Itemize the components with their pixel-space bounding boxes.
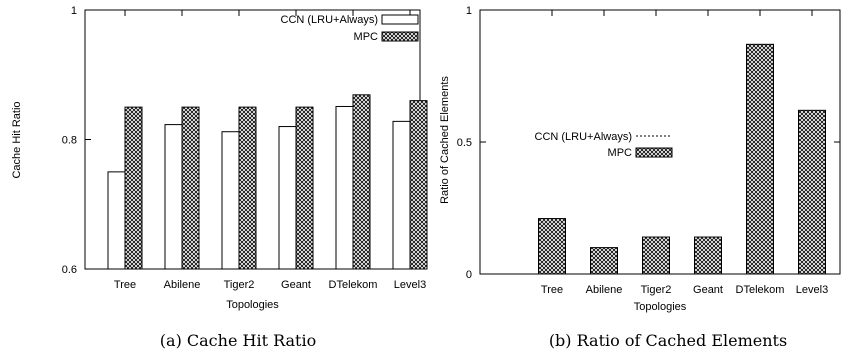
- chart2-xtick-label: DTelekom: [736, 284, 785, 296]
- chart1-bar-mpc: [295, 106, 314, 270]
- chart2-caption: (b) Ratio of Cached Elements: [549, 331, 787, 350]
- chart2-ytick-label: 1: [466, 5, 472, 17]
- chart1-xtick-label: DTelekom: [329, 279, 378, 291]
- chart1-xtick-label: Geant: [281, 279, 311, 291]
- chart2-bar-mpc: [642, 236, 670, 275]
- chart1-legend-label: MPC: [354, 31, 379, 43]
- chart1-bar-ccn: [164, 124, 183, 270]
- chart2-xtick-label: Geant: [693, 284, 723, 296]
- chart2-xtick-label: Tiger2: [641, 284, 672, 296]
- chart2-bar-mpc: [694, 236, 722, 275]
- chart1-bar-ccn: [107, 171, 126, 270]
- chart1-bar-ccn: [278, 126, 297, 270]
- chart2-xtick-label: Level3: [796, 284, 828, 296]
- chart2-legend-swatch-mpc: [635, 147, 673, 158]
- chart2-xtick-label: Tree: [541, 284, 563, 296]
- chart1-ytick-label: 0.6: [62, 264, 77, 276]
- chart1-ytick-label: 1: [71, 5, 77, 17]
- chart1-ylabel: Cache Hit Ratio: [11, 101, 23, 178]
- chart1-bar-ccn: [335, 105, 354, 270]
- chart1-xtick-label: Abilene: [164, 279, 201, 291]
- chart1-caption: (a) Cache Hit Ratio: [160, 331, 316, 350]
- chart1-xtick-label: Tiger2: [224, 279, 255, 291]
- chart2-xlabel: Topologies: [634, 301, 687, 313]
- chart2-legend-label: CCN (LRU+Always): [535, 131, 633, 143]
- chart1-bar-mpc: [181, 106, 200, 270]
- chart2-bar-mpc: [590, 247, 618, 275]
- chart1-xtick-label: Level3: [394, 279, 426, 291]
- chart2-bar-mpc: [538, 218, 566, 275]
- chart2-xtick-label: Abilene: [586, 284, 623, 296]
- chart1-bar-mpc: [409, 100, 428, 270]
- chart2-legend-label: MPC: [608, 147, 633, 159]
- chart2-ytick-label: 0: [466, 269, 472, 281]
- chart1-ytick-label: 0.8: [62, 135, 77, 147]
- chart2-ylabel: Ratio of Cached Elements: [439, 76, 451, 204]
- chart1-bar-mpc: [352, 94, 371, 270]
- chart1-bar-ccn: [392, 120, 411, 270]
- chart1-xlabel: Topologies: [226, 299, 279, 311]
- chart2-ytick-label: 0.5: [457, 137, 472, 149]
- chart1-bar-ccn: [221, 131, 240, 270]
- chart1-legend-swatch-ccn: [381, 14, 419, 25]
- chart2-bar-mpc: [798, 109, 826, 275]
- chart1-bar-mpc: [238, 106, 257, 270]
- chart1-legend-swatch-mpc: [381, 31, 419, 42]
- chart1-legend-label: CCN (LRU+Always): [281, 14, 379, 26]
- chart2-bar-mpc: [746, 43, 774, 275]
- chart1-xtick-label: Tree: [114, 279, 136, 291]
- chart1-bar-mpc: [124, 106, 143, 270]
